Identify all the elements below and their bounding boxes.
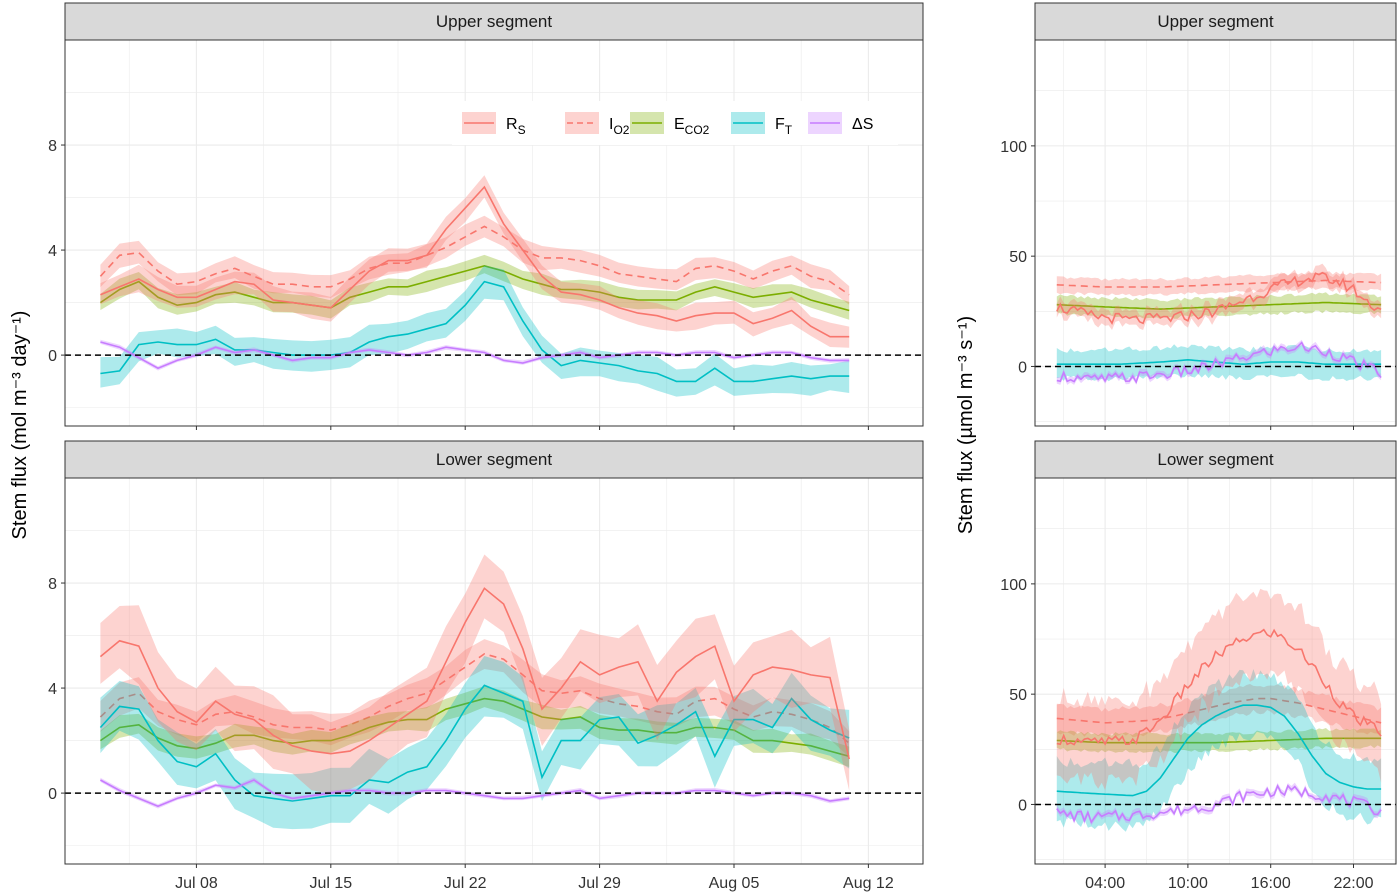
line-IO2 [1056, 697, 1382, 724]
line-IO2 [1056, 279, 1382, 288]
line-IO2 [99, 225, 850, 296]
line-dS [100, 341, 850, 370]
x-tick-label: Aug 05 [709, 875, 760, 892]
facet-strip [1034, 440, 1397, 479]
plot-area [1035, 478, 1396, 864]
x-tick-label: 10:00 [1168, 875, 1208, 892]
line-FT [1056, 704, 1382, 797]
x-tick-label: Jul 22 [444, 875, 487, 892]
y-tick-label: 0 [48, 348, 57, 365]
line-RS [99, 587, 850, 760]
facet-strip [64, 2, 924, 41]
x-tick-label: 16:00 [1251, 875, 1291, 892]
facet-strip [1034, 2, 1397, 41]
line-FT [100, 280, 850, 383]
gridlines [1035, 40, 1396, 426]
line-IO2 [99, 653, 850, 744]
band-FT [1056, 669, 1382, 832]
y-axis-title-left: Stem flux (mol m⁻³ day⁻¹) [9, 311, 31, 540]
band-dS [1056, 339, 1382, 385]
panel-border [1034, 39, 1397, 427]
series-group [99, 175, 850, 397]
x-axis: Jul 08 Jul 15 Jul 22 Jul 29 Aug 05 Aug 12 [175, 864, 894, 892]
line-ECO2 [99, 697, 850, 758]
y-axis: 0 4 8 [48, 576, 65, 803]
legend-item: FT [731, 112, 793, 137]
plot-area [65, 478, 923, 864]
band-IO2 [1056, 271, 1382, 297]
panel-3: Upper segment 0 50 100 [1000, 2, 1397, 430]
panel-border [1034, 477, 1397, 865]
x-tick-label: 22:00 [1333, 875, 1373, 892]
series-group [99, 554, 850, 830]
y-tick-label: 8 [48, 138, 57, 155]
legend-label: ECO2 [674, 116, 710, 137]
band-FT [100, 656, 850, 830]
legend-label: ΔS [852, 116, 873, 133]
y-tick-label: 0 [1018, 359, 1027, 376]
series-group [1056, 263, 1382, 385]
legend-item: ECO2 [630, 112, 710, 137]
line-ECO2 [99, 264, 850, 312]
band-ECO2 [100, 686, 850, 767]
band-RS [100, 554, 850, 794]
legend: RS IO2 ECO2 FT ΔS [452, 101, 898, 145]
panel-4: Lower segment 0 50 100 04:00 10:00 16:00 22:00 [1000, 440, 1397, 892]
y-tick-label: 4 [48, 681, 57, 698]
x-axis [1104, 426, 1354, 430]
y-tick-label: 0 [48, 786, 57, 803]
x-tick-label: Jul 15 [309, 875, 352, 892]
y-tick-label: 50 [1009, 249, 1027, 266]
band-IO2 [1056, 684, 1382, 738]
series-group [1056, 588, 1382, 832]
x-tick-label: 04:00 [1085, 875, 1125, 892]
x-tick-label: Jul 08 [175, 875, 218, 892]
facet-label: Lower segment [1157, 450, 1274, 469]
legend-item: RS [462, 112, 526, 137]
y-tick-label: 0 [1018, 797, 1027, 814]
legend-item: IO2 [565, 112, 630, 137]
y-tick-label: 100 [1000, 577, 1027, 594]
panel-1: Upper segment 0 4 8 [48, 2, 924, 430]
legend-item: ΔS [808, 112, 873, 134]
line-dS [100, 779, 850, 808]
panel-border [64, 477, 924, 865]
line-dS [1056, 341, 1382, 384]
legend-label: FT [775, 116, 793, 137]
facet-strip [64, 440, 924, 479]
x-tick-label: Jul 29 [578, 875, 621, 892]
facet-label: Lower segment [436, 450, 553, 469]
legend-label: IO2 [609, 116, 630, 137]
y-tick-label: 50 [1009, 687, 1027, 704]
y-tick-label: 100 [1000, 139, 1027, 156]
x-tick-label: Aug 12 [843, 875, 894, 892]
band-ECO2 [1056, 728, 1382, 754]
y-axis-title-right: Stem flux (µmol m⁻³ s⁻¹) [955, 316, 977, 534]
band-RS [100, 175, 850, 348]
x-axis: 04:00 10:00 16:00 22:00 [1085, 864, 1374, 892]
band-FT [100, 265, 850, 397]
panel-2: Lower segment 0 4 8 Jul 08 Jul 15 Jul 22 Jul 29… [48, 440, 924, 892]
band-dS [100, 777, 850, 809]
line-RS [100, 185, 850, 338]
y-axis: 0 50 100 [1000, 139, 1035, 376]
y-tick-label: 8 [48, 576, 57, 593]
line-RS [1056, 628, 1382, 746]
x-axis [195, 426, 869, 430]
line-FT [99, 684, 850, 802]
line-RS [1056, 271, 1382, 325]
band-RS [1056, 263, 1382, 330]
panel-border [64, 39, 924, 427]
y-axis: 0 4 8 [48, 138, 65, 365]
line-ECO2 [1056, 737, 1382, 744]
legend-label: RS [506, 116, 526, 137]
band-ECO2 [100, 254, 850, 320]
band-IO2 [100, 215, 850, 305]
facet-label: Upper segment [1157, 12, 1274, 31]
facet-label: Upper segment [436, 12, 553, 31]
y-tick-label: 4 [48, 243, 57, 260]
y-axis: 0 50 100 [1000, 577, 1035, 814]
